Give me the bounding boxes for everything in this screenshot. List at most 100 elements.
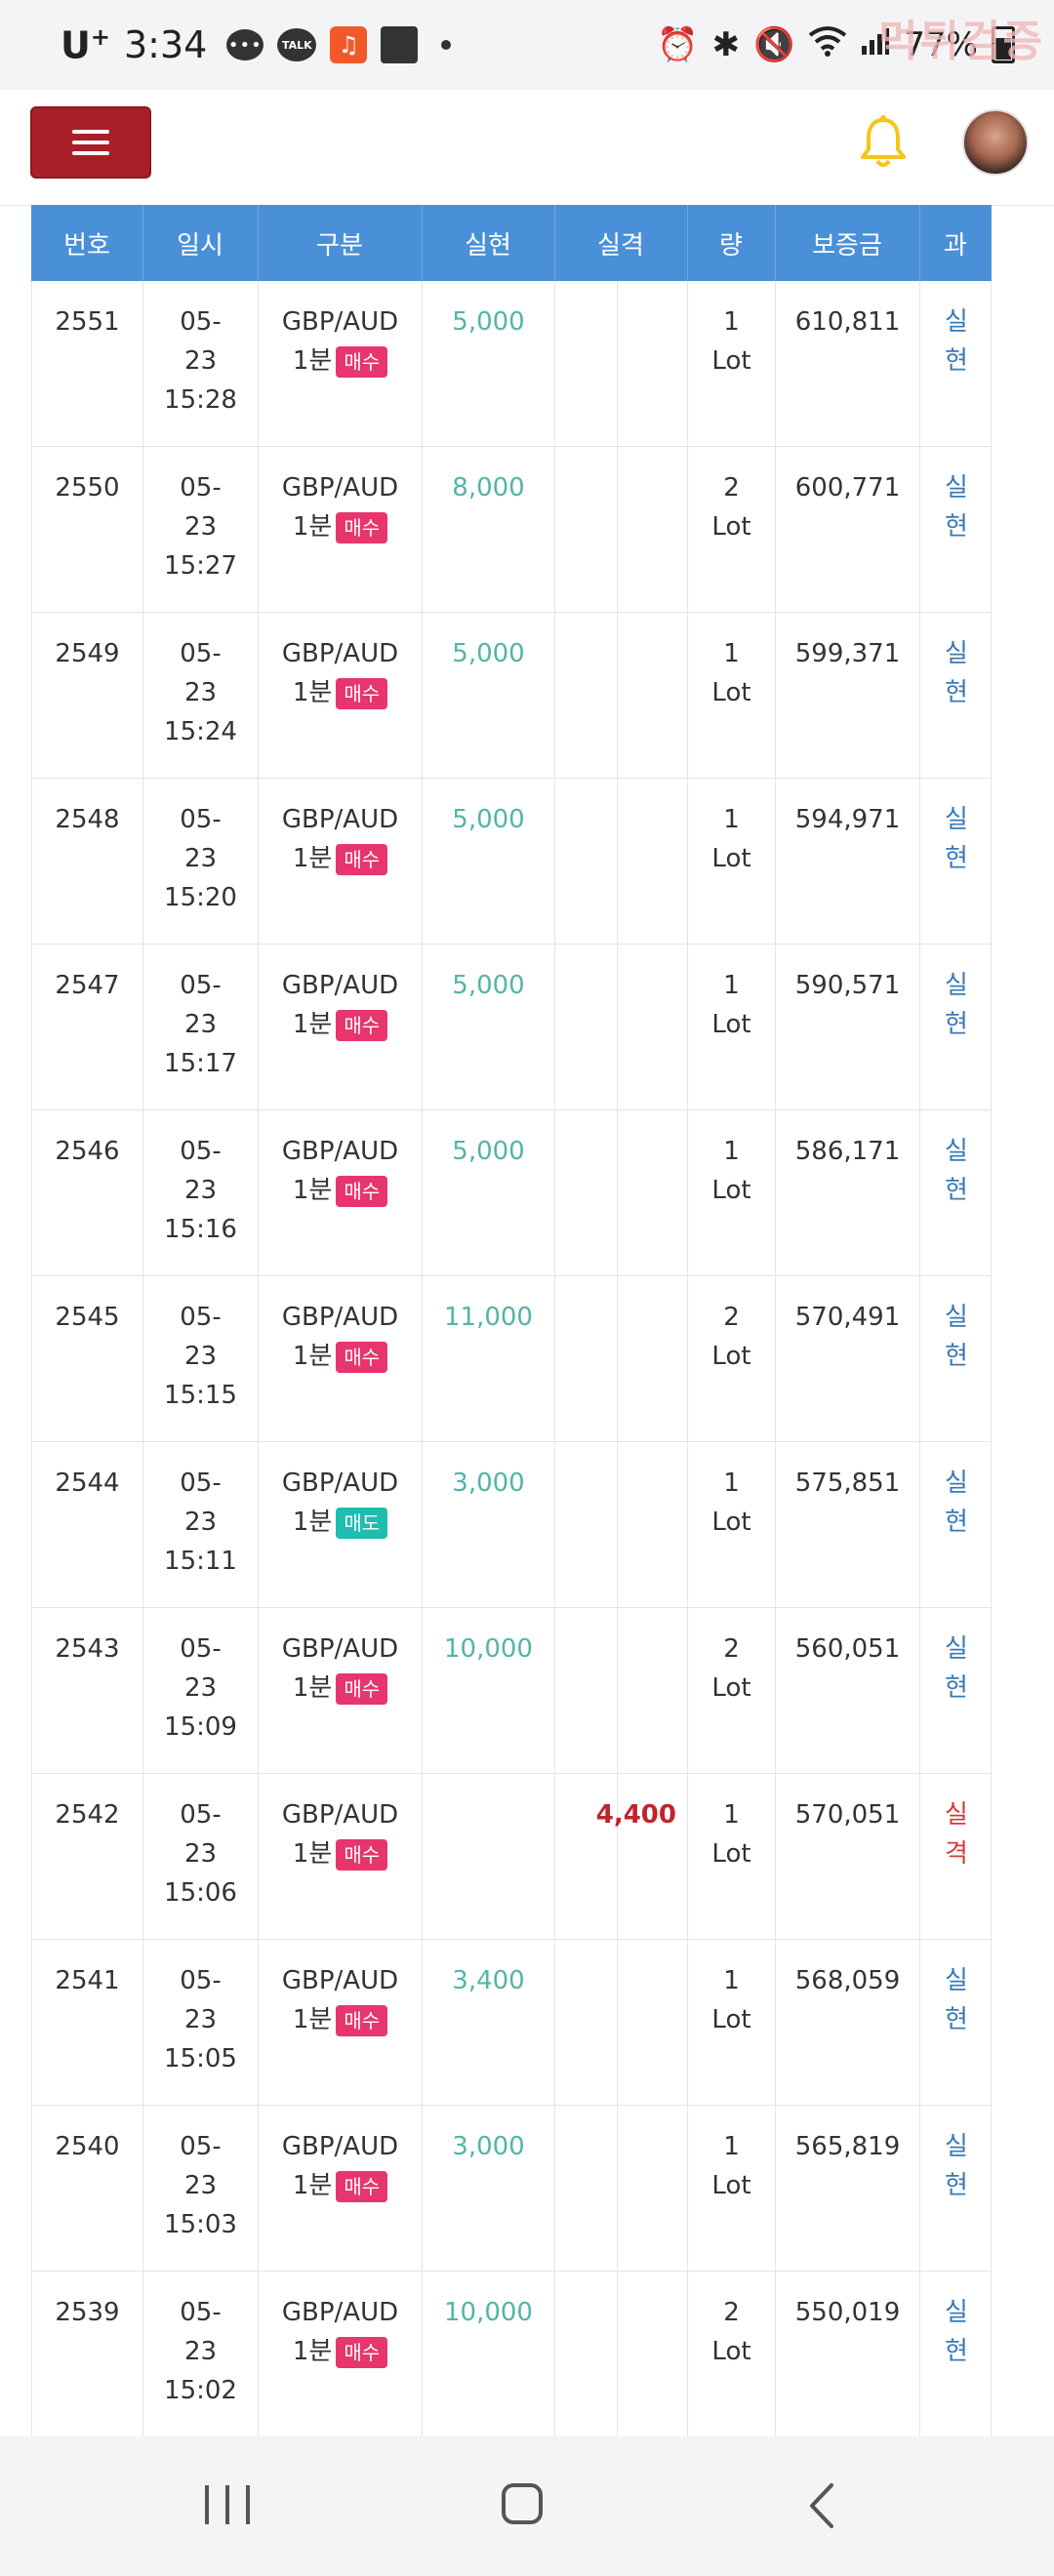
cell-quantity: 2 Lot <box>688 1276 776 1442</box>
cell-number: 2550 <box>32 447 143 613</box>
profit-amount: 5,000 <box>452 805 525 834</box>
trade-date: 05- <box>180 805 222 834</box>
trade-time: 15:17 <box>164 1049 237 1078</box>
cell-number: 2544 <box>32 1442 143 1608</box>
result-char-1: 실 <box>945 1800 968 1830</box>
trade-number: 2541 <box>55 1966 120 1995</box>
home-button[interactable] <box>502 2483 543 2524</box>
table-row[interactable]: 2542 05- 23 15:06 GBP/AUD 1분 매수 4,400 1 Lot 570,05… <box>31 1774 992 1940</box>
cell-loss-extra <box>618 1774 688 1940</box>
deposit-amount: 599,371 <box>794 639 901 668</box>
bell-icon[interactable] <box>857 114 910 173</box>
trade-time: 15:24 <box>164 717 237 746</box>
cell-loss <box>555 2272 618 2437</box>
table-row[interactable]: 2550 05- 23 15:27 GBP/AUD 1분 매수 8,000 2 Lot 600,77… <box>31 447 992 613</box>
header-quantity: 량 <box>687 205 776 281</box>
trade-time: 15:03 <box>164 2210 237 2239</box>
trade-date: 05- <box>180 1137 222 1166</box>
lot-unit: Lot <box>711 1839 751 1869</box>
cell-number: 2540 <box>32 2106 143 2272</box>
cell-quantity: 1 Lot <box>688 779 776 945</box>
table-row[interactable]: 2548 05- 23 15:20 GBP/AUD 1분 매수 5,000 1 Lot 594,97… <box>31 779 992 945</box>
cell-type: GBP/AUD 1분 매수 <box>259 281 423 447</box>
table-row[interactable]: 2546 05- 23 15:16 GBP/AUD 1분 매수 5,000 1 Lot 586,17… <box>31 1110 992 1276</box>
cell-type: GBP/AUD 1분 매수 <box>259 2272 423 2437</box>
trade-day: 23 <box>183 1839 218 1869</box>
result-char-1: 실 <box>945 2298 968 2327</box>
cell-number: 2539 <box>32 2272 143 2437</box>
cell-number: 2541 <box>32 1940 143 2106</box>
lot-unit: Lot <box>711 1342 751 1371</box>
profit-amount: 10,000 <box>444 2298 533 2327</box>
user-avatar[interactable] <box>962 109 1029 176</box>
header-datetime: 일시 <box>142 205 259 281</box>
lot-unit: Lot <box>711 346 751 376</box>
cell-loss-extra <box>618 1940 688 2106</box>
cell-profit: 10,000 <box>423 1608 555 1774</box>
wifi-icon <box>808 25 847 65</box>
lot-quantity: 1 <box>723 805 740 834</box>
message-icon: ••• <box>226 29 264 60</box>
trade-day: 23 <box>183 2337 218 2366</box>
cell-loss-extra <box>618 1608 688 1774</box>
cell-datetime: 05- 23 15:16 <box>143 1110 259 1276</box>
trade-day: 23 <box>183 678 218 707</box>
table-row[interactable]: 2540 05- 23 15:03 GBP/AUD 1분 매수 3,000 1 Lot 565,81… <box>31 2106 992 2272</box>
position-badge: 매수 <box>336 2336 388 2368</box>
cell-datetime: 05- 23 15:20 <box>143 779 259 945</box>
deposit-amount: 570,051 <box>794 1800 901 1830</box>
trade-period: 1분 <box>292 1342 333 1371</box>
hamburger-menu-button[interactable] <box>30 106 151 179</box>
table-row[interactable]: 2541 05- 23 15:05 GBP/AUD 1분 매수 3,400 1 Lot 568,05… <box>31 1940 992 2106</box>
cell-loss-extra <box>618 1442 688 1608</box>
trade-number: 2543 <box>55 1634 120 1664</box>
lot-quantity: 2 <box>723 473 740 503</box>
recent-line <box>246 2485 250 2524</box>
cell-quantity: 1 Lot <box>688 945 776 1110</box>
cell-deposit: 600,771 <box>776 447 920 613</box>
trade-day: 23 <box>183 512 218 542</box>
position-badge: 매수 <box>336 1175 388 1207</box>
trade-date: 05- <box>180 2298 222 2327</box>
result-char-2: 현 <box>945 2171 968 2200</box>
table-row[interactable]: 2539 05- 23 15:02 GBP/AUD 1분 매수 10,000 2 Lot 550,0… <box>31 2272 992 2437</box>
cell-type: GBP/AUD 1분 매수 <box>259 1110 423 1276</box>
table-row[interactable]: 2544 05- 23 15:11 GBP/AUD 1분 매도 3,000 1 Lot 575,85… <box>31 1442 992 1608</box>
cell-type: GBP/AUD 1분 매수 <box>259 1276 423 1442</box>
table-row[interactable]: 2551 05- 23 15:28 GBP/AUD 1분 매수 5,000 1 Lot 610,81… <box>31 281 992 447</box>
recent-apps-button[interactable] <box>205 2485 250 2524</box>
menu-line <box>72 141 109 144</box>
cell-loss <box>555 1110 618 1276</box>
table-row[interactable]: 2547 05- 23 15:17 GBP/AUD 1분 매수 5,000 1 Lot 590,57… <box>31 945 992 1110</box>
trade-date: 05- <box>180 971 222 1000</box>
profit-amount: 3,000 <box>452 2132 525 2161</box>
table-row[interactable]: 2549 05- 23 15:24 GBP/AUD 1분 매수 5,000 1 Lot 599,37… <box>31 613 992 779</box>
cell-datetime: 05- 23 15:27 <box>143 447 259 613</box>
trade-period: 1분 <box>292 844 333 873</box>
lot-quantity: 2 <box>723 1634 740 1664</box>
currency-pair: GBP/AUD <box>281 639 399 668</box>
back-button[interactable] <box>802 2481 841 2530</box>
result-char-1: 실 <box>945 805 968 834</box>
result-char-2: 현 <box>945 1176 968 1205</box>
table-row[interactable]: 2543 05- 23 15:09 GBP/AUD 1분 매수 10,000 2 Lot 560,0… <box>31 1608 992 1774</box>
trade-day: 23 <box>183 2005 218 2034</box>
cell-profit: 5,000 <box>423 779 555 945</box>
position-badge: 매수 <box>336 843 388 875</box>
position-badge: 매수 <box>336 1838 388 1871</box>
cell-number: 2546 <box>32 1110 143 1276</box>
table-row[interactable]: 2545 05- 23 15:15 GBP/AUD 1분 매수 11,000 2 Lot 570,4… <box>31 1276 992 1442</box>
deposit-amount: 570,491 <box>794 1303 901 1332</box>
cell-quantity: 1 Lot <box>688 1442 776 1608</box>
cell-loss <box>555 1276 618 1442</box>
trade-number: 2546 <box>55 1137 120 1166</box>
status-right: ⏰ ✱ 🔇 77% <box>657 0 1015 90</box>
cell-datetime: 05- 23 15:11 <box>143 1442 259 1608</box>
lot-quantity: 2 <box>723 1303 740 1332</box>
cell-datetime: 05- 23 15:15 <box>143 1276 259 1442</box>
lot-quantity: 2 <box>723 2298 740 2327</box>
